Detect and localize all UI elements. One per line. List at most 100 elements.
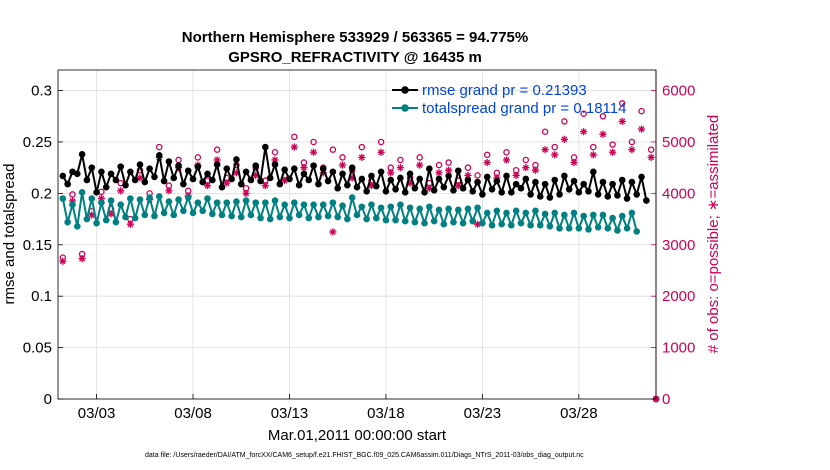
- spread-series-point: [329, 199, 337, 206]
- obs-assimilated-point: [213, 156, 221, 164]
- spread-series-point: [160, 209, 168, 217]
- obs-assimilated-point: [580, 128, 588, 136]
- rmse-series-point: [242, 168, 250, 176]
- spread-series-point: [590, 211, 597, 219]
- spread-series-point: [440, 220, 448, 228]
- obs-possible-point: [628, 138, 636, 146]
- spread-series-point: [88, 195, 96, 202]
- obs-possible-point: [310, 138, 317, 146]
- spread-series-point: [300, 201, 308, 208]
- rmse-series-point: [609, 180, 616, 188]
- x-tick-label: 03/03: [78, 405, 116, 422]
- spread-series-point: [551, 209, 559, 217]
- spread-series-point: [435, 206, 443, 214]
- rmse-series-point: [464, 176, 472, 184]
- asterisk-stroke: [243, 190, 250, 197]
- rmse-series-point: [508, 189, 515, 196]
- spread-series-point: [488, 221, 496, 229]
- spread-series-point: [102, 216, 110, 224]
- rmse-series-point: [498, 189, 505, 196]
- spread-series-point: [401, 217, 409, 225]
- obs-assimilated-point: [522, 164, 530, 172]
- asterisk-stroke: [648, 154, 655, 161]
- rmse-series-point: [131, 176, 139, 184]
- spread-series-point: [252, 199, 260, 206]
- rmse-series-point: [454, 167, 462, 175]
- asterisk-stroke: [455, 182, 462, 189]
- rmse-series-point: [189, 175, 197, 183]
- asterisk-stroke: [426, 185, 433, 192]
- spread-series-point: [392, 216, 399, 224]
- legend-rmse-swatch-marker: [401, 86, 409, 94]
- spread-series-point: [372, 214, 380, 222]
- rmse-series-point: [474, 178, 481, 186]
- spread-series-point: [445, 205, 452, 213]
- rmse-series-point: [329, 168, 337, 176]
- rmse-series-point: [315, 180, 322, 188]
- y-left-tick-label: 0.3: [31, 83, 52, 100]
- spread-series-point: [614, 227, 621, 234]
- asterisk-stroke: [561, 136, 568, 143]
- spread-series-point: [281, 201, 288, 208]
- rmse-series-point: [300, 170, 308, 178]
- obs-possible-point: [551, 143, 558, 151]
- obs-possible-point: [483, 151, 491, 159]
- obs-assimilated-point: [599, 130, 607, 138]
- spread-series-point: [310, 201, 317, 208]
- y-right-tick-label: 0: [662, 391, 670, 408]
- spread-series-point: [291, 199, 298, 206]
- obs-assimilated-point: [329, 228, 337, 236]
- rmse-series-point: [387, 176, 395, 184]
- rmse-series-point: [512, 180, 520, 188]
- obs-assimilated-point: [502, 156, 511, 164]
- obs-assimilated-point: [203, 182, 212, 190]
- rmse-series-point: [565, 185, 573, 193]
- rmse-series-point: [585, 188, 592, 195]
- spread-series-point: [170, 211, 178, 219]
- obs-assimilated-point: [300, 164, 308, 172]
- spread-series-point: [315, 213, 322, 221]
- y-left-tick-label: 0: [44, 391, 52, 408]
- rmse-series-point: [98, 168, 105, 176]
- spread-series-point: [218, 211, 226, 219]
- rmse-series-point: [175, 162, 182, 169]
- rmse-series-point: [146, 165, 153, 172]
- obs-assimilated-point: [483, 158, 491, 167]
- spread-series-point: [93, 219, 100, 227]
- x-tick-label: 03/18: [367, 405, 405, 422]
- legend-rmse-label: rmse grand pr = 0.21393: [422, 82, 587, 99]
- rmse-series-point: [59, 172, 67, 180]
- obs-assimilated-point: [551, 151, 559, 159]
- rmse-series-point: [122, 181, 129, 189]
- rmse-series-point: [377, 168, 385, 176]
- rmse-series-point: [450, 186, 457, 194]
- spread-series-point: [247, 211, 255, 219]
- spread-series-point: [295, 211, 303, 219]
- spread-series-point: [382, 216, 390, 224]
- y-left-tick-label: 0.1: [31, 288, 52, 305]
- asterisk-stroke: [79, 255, 86, 262]
- rmse-series-point: [247, 176, 255, 184]
- spread-series-point: [493, 207, 501, 215]
- asterisk-stroke: [513, 172, 520, 179]
- rmse-series-point: [223, 165, 231, 172]
- y-right-tick-label: 2000: [662, 288, 695, 305]
- obs-assimilated-point: [78, 255, 86, 263]
- asterisk-stroke: [387, 169, 394, 176]
- obs-assimilated-point: [377, 148, 385, 156]
- obs-assimilated-point: [396, 164, 405, 172]
- rmse-series-point: [127, 168, 134, 176]
- spread-series-point: [136, 196, 144, 203]
- obs-assimilated-point: [416, 161, 424, 169]
- spread-series-point: [151, 212, 158, 220]
- asterisk-stroke: [300, 164, 307, 171]
- asterisk-stroke: [628, 146, 635, 153]
- spread-series-point: [522, 209, 530, 217]
- rmse-series-point: [363, 188, 370, 195]
- asterisk-stroke: [88, 211, 95, 218]
- asterisk-stroke: [522, 164, 529, 171]
- obs-possible-point: [435, 161, 443, 169]
- y-left-tick-label: 0.2: [31, 185, 52, 202]
- asterisk-stroke: [117, 187, 124, 194]
- series-lines: [59, 143, 650, 235]
